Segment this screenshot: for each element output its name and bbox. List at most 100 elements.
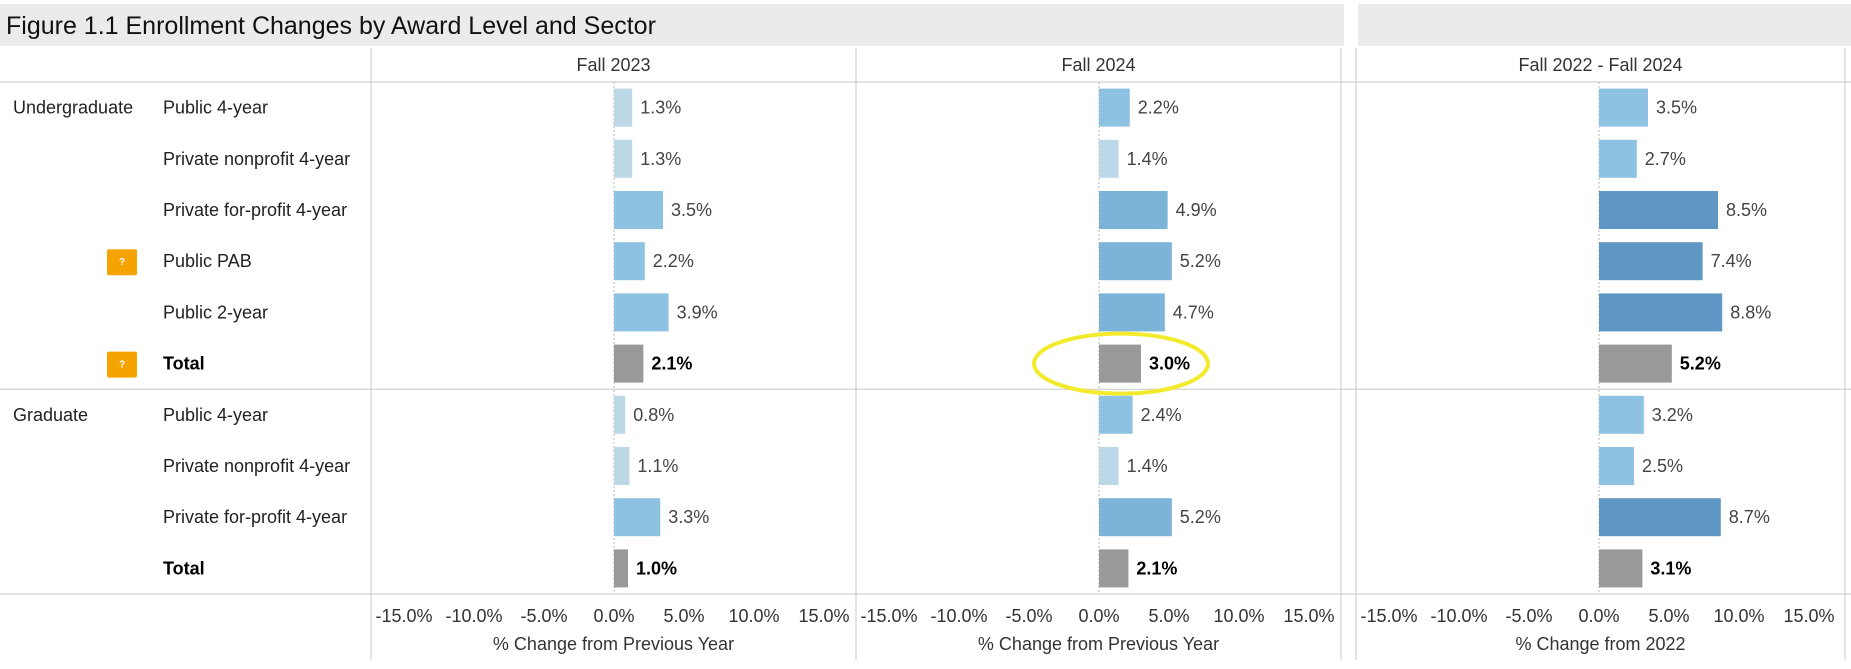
data-label: 2.1%: [1136, 558, 1177, 578]
x-tick-label: 5.0%: [663, 606, 704, 626]
x-axis-title: % Change from Previous Year: [493, 634, 734, 654]
x-tick-label: -5.0%: [1505, 606, 1552, 626]
bar: [614, 191, 663, 229]
info-icon-glyph: ?: [119, 257, 125, 268]
data-label: 0.8%: [633, 405, 674, 425]
data-label: 8.8%: [1730, 302, 1771, 322]
bar: [614, 88, 633, 127]
x-tick-label: 15.0%: [1283, 606, 1334, 626]
row-label: Private for-profit 4-year: [163, 200, 347, 220]
bar: [1599, 242, 1703, 281]
bar: [614, 447, 630, 485]
group-label: Graduate: [13, 405, 88, 425]
data-label: 3.0%: [1149, 354, 1190, 374]
data-label: 1.0%: [636, 558, 677, 578]
row-label: Total: [163, 558, 205, 578]
data-label: 2.5%: [1642, 456, 1683, 476]
x-tick-label: -5.0%: [520, 606, 567, 626]
data-label: 7.4%: [1711, 251, 1752, 271]
data-label: 3.1%: [1650, 558, 1691, 578]
info-icon: [107, 351, 137, 378]
row-label: Public PAB: [163, 251, 252, 271]
bar: [1599, 447, 1634, 485]
title-bar-right: [1358, 4, 1851, 46]
x-tick-label: -15.0%: [860, 606, 917, 626]
data-label: 8.7%: [1729, 507, 1770, 527]
group-label: Undergraduate: [13, 98, 133, 118]
row-label: Private nonprofit 4-year: [163, 149, 350, 169]
x-tick-label: -10.0%: [445, 606, 502, 626]
data-label: 1.3%: [640, 98, 681, 118]
data-label: 3.2%: [1652, 405, 1693, 425]
x-tick-label: -15.0%: [1360, 606, 1417, 626]
data-label: 1.4%: [1127, 456, 1168, 476]
row-label: Private nonprofit 4-year: [163, 456, 350, 476]
x-tick-label: -10.0%: [1430, 606, 1487, 626]
bar: [1099, 191, 1168, 229]
info-icon-glyph: ?: [119, 360, 125, 371]
data-label: 3.3%: [668, 507, 709, 527]
data-label: 3.5%: [1656, 98, 1697, 118]
data-label: 2.2%: [1138, 98, 1179, 118]
title-bar: Figure 1.1 Enrollment Changes by Award L…: [0, 4, 1344, 46]
chart-title: Figure 1.1 Enrollment Changes by Award L…: [6, 12, 656, 40]
x-tick-label: 10.0%: [728, 606, 779, 626]
panel-header: Fall 2024: [1061, 55, 1135, 75]
x-tick-label: 0.0%: [1578, 606, 1619, 626]
row-label: Public 2-year: [163, 302, 268, 322]
data-label: 5.2%: [1680, 354, 1721, 374]
x-tick-label: -15.0%: [375, 606, 432, 626]
bar: [1099, 242, 1172, 281]
x-tick-label: 0.0%: [1078, 606, 1119, 626]
data-label: 1.4%: [1127, 149, 1168, 169]
panel-header: Fall 2022 - Fall 2024: [1518, 55, 1682, 75]
x-tick-label: 15.0%: [1783, 606, 1834, 626]
bar: [1599, 191, 1718, 229]
x-tick-label: -10.0%: [930, 606, 987, 626]
bar: [1599, 139, 1637, 178]
bar: [1599, 395, 1644, 434]
bar: [1599, 344, 1672, 383]
bar: [614, 395, 626, 434]
bar: [1099, 88, 1130, 127]
data-label: 1.3%: [640, 149, 681, 169]
panel-header: Fall 2023: [576, 55, 650, 75]
x-tick-label: 15.0%: [798, 606, 849, 626]
bar: [1099, 344, 1141, 383]
row-label: Public 4-year: [163, 405, 268, 425]
row-label: Public 4-year: [163, 98, 268, 118]
row-label: Total: [163, 354, 205, 374]
bar: [1099, 549, 1129, 588]
data-label: 2.4%: [1141, 405, 1182, 425]
bar: [614, 344, 644, 383]
highlight-ellipse: [1032, 331, 1210, 396]
x-tick-label: 5.0%: [1148, 606, 1189, 626]
x-tick-label: -5.0%: [1005, 606, 1052, 626]
x-axis-title: % Change from 2022: [1515, 634, 1685, 654]
bar: [1599, 549, 1643, 588]
x-tick-label: 0.0%: [593, 606, 634, 626]
bar: [1099, 395, 1133, 434]
data-label: 8.5%: [1726, 200, 1767, 220]
data-label: 5.2%: [1180, 251, 1221, 271]
bar: [614, 242, 645, 281]
bar: [614, 139, 633, 178]
x-axis-title: % Change from Previous Year: [978, 634, 1219, 654]
bar: [1099, 447, 1119, 485]
data-label: 4.7%: [1173, 302, 1214, 322]
data-label: 1.1%: [637, 456, 678, 476]
x-tick-label: 5.0%: [1648, 606, 1689, 626]
bar: [1099, 498, 1172, 537]
bar: [1099, 139, 1119, 178]
data-label: 2.2%: [653, 251, 694, 271]
info-icon: [107, 249, 137, 276]
data-label: 2.7%: [1645, 149, 1686, 169]
data-label: 3.5%: [671, 200, 712, 220]
x-tick-label: 10.0%: [1713, 606, 1764, 626]
data-label: 4.9%: [1176, 200, 1217, 220]
data-label: 2.1%: [651, 354, 692, 374]
data-label: 3.9%: [677, 302, 718, 322]
bar: [1599, 498, 1721, 537]
bar: [614, 549, 628, 588]
